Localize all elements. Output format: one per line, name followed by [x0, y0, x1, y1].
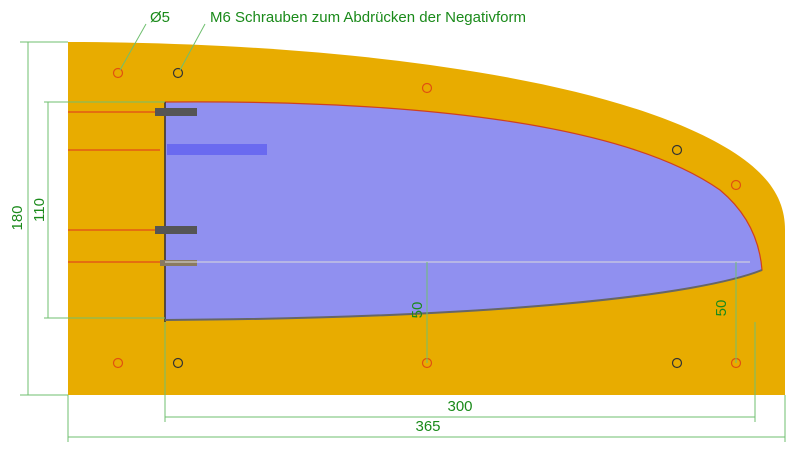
marker [167, 144, 267, 155]
dim-label: 50 [409, 302, 426, 319]
holes-screw [172, 67, 683, 369]
reference-lines [68, 111, 160, 263]
dim-label: 180 [9, 205, 26, 230]
holes-orange [112, 67, 742, 369]
profile-lower-edge [164, 269, 763, 321]
dim-label: 300 [447, 398, 472, 415]
dimension-lines [20, 23, 786, 442]
dim-label: 110 [31, 198, 48, 222]
bolts [155, 108, 197, 266]
hole-label: Ø5 [150, 9, 170, 26]
screw-note: M6 Schrauben zum Abdrücken der Negativfo… [210, 9, 526, 26]
dim-label: 50 [713, 300, 730, 317]
dim-label: 365 [415, 418, 440, 435]
